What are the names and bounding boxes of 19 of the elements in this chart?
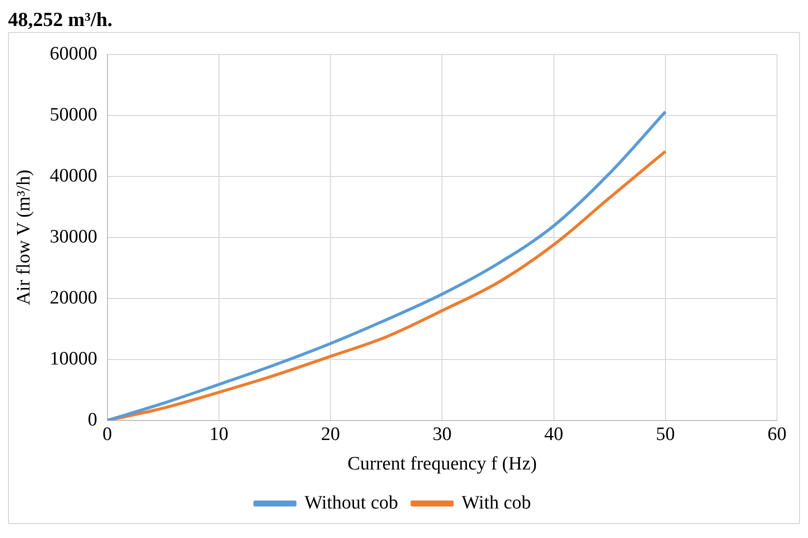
- text: 48,252 m³/h.: [8, 8, 114, 32]
- x-tick-label: 20: [321, 424, 340, 445]
- legend-label: With cob: [462, 492, 532, 514]
- y-tick-label: 10000: [50, 348, 98, 370]
- legend-label: Without cob: [304, 492, 398, 514]
- x-tick-label: 30: [432, 424, 452, 445]
- x-axis-title: Current frequency f (Hz): [347, 454, 537, 475]
- x-tick-label: 60: [768, 424, 786, 445]
- x-tick-label: 50: [656, 424, 675, 445]
- y-tick-label: 0: [88, 409, 98, 430]
- y-tick-label: 50000: [50, 104, 98, 126]
- y-tick-label: 20000: [50, 287, 98, 308]
- y-tick-label: 60000: [50, 43, 98, 64]
- x-tick-label: 10: [209, 424, 228, 445]
- y-tick-label: 30000: [50, 226, 98, 248]
- x-tick-label: 40: [544, 424, 564, 445]
- y-tick-label: 40000: [50, 165, 98, 186]
- x-tick-label: 0: [102, 424, 112, 445]
- y-axis-title: Air flow V (m³/h): [13, 170, 34, 306]
